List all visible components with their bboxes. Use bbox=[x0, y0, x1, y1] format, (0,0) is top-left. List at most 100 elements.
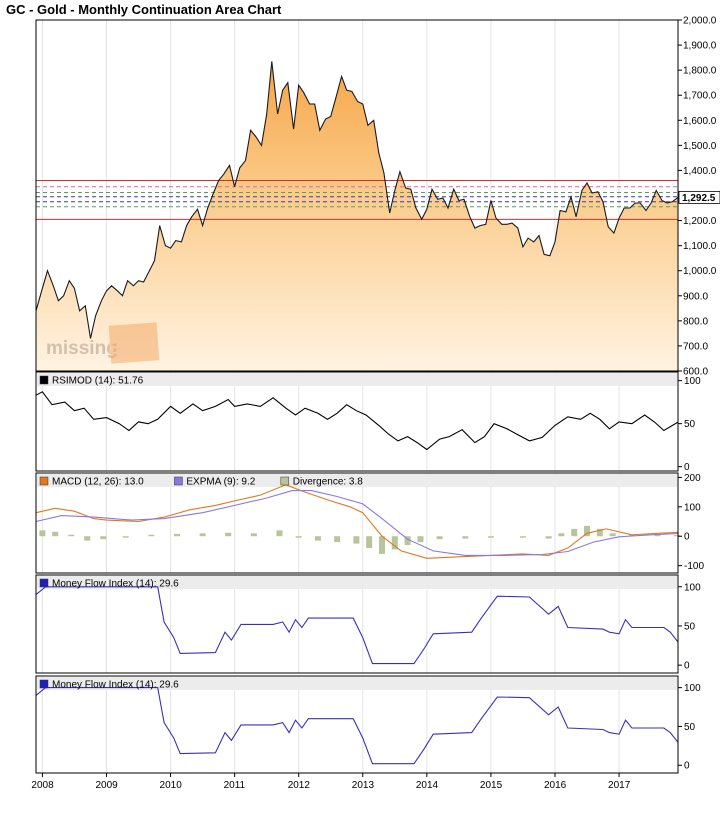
watermark-text-step: STEP bbox=[108, 338, 158, 359]
x-tick-label: 2017 bbox=[608, 780, 631, 791]
divergence-bar bbox=[571, 528, 578, 537]
x-tick-label: 2011 bbox=[224, 780, 246, 791]
divergence-bar bbox=[122, 536, 129, 538]
rsi-legend-label: RSIMOD (14): 51.76 bbox=[52, 376, 144, 387]
mfi2-legend-strip bbox=[37, 677, 677, 690]
money-flow-panel-2: Money Flow Index (14): 29.6 100 50 0 bbox=[35, 675, 701, 774]
divergence-bar bbox=[225, 532, 232, 537]
macd-ytick-label: 0 bbox=[684, 532, 690, 543]
divergence-bar bbox=[596, 528, 603, 537]
divergence-bar bbox=[462, 536, 469, 539]
macd-legend-swatch bbox=[174, 476, 183, 486]
divergence-bar bbox=[148, 534, 155, 537]
mfi1-legend-strip bbox=[37, 576, 677, 589]
macd-legend-label: EXPMA (9): 9.2 bbox=[186, 477, 255, 488]
price-ytick-label: 700.0 bbox=[683, 341, 708, 352]
macd-series-line bbox=[35, 484, 679, 559]
rsi-ytick-label: 100 bbox=[684, 376, 701, 387]
price-ytick-label: 1,200.0 bbox=[683, 216, 717, 227]
price-ytick-label: 1,600.0 bbox=[683, 116, 717, 127]
money-flow-panel-1: Money Flow Index (14): 29.6 100 50 0 bbox=[35, 574, 701, 674]
mfi2-ytick-label: 50 bbox=[684, 722, 696, 733]
price-series-line bbox=[35, 61, 679, 339]
mfi2-ytick-label: 100 bbox=[684, 683, 701, 694]
divergence-bar bbox=[609, 533, 616, 537]
divergence-bar bbox=[100, 536, 107, 540]
divergence-bar bbox=[276, 530, 283, 537]
rsi-legend-swatch bbox=[39, 375, 49, 385]
mfi1-series-line bbox=[35, 586, 679, 665]
divergence-bar bbox=[519, 536, 526, 538]
x-tick-label: 2016 bbox=[544, 780, 567, 791]
price-ytick-label: 900.0 bbox=[683, 291, 708, 302]
mfi2-legend-label: Money Flow Index (14): 29.6 bbox=[52, 680, 179, 691]
macd-ytick-label: 100 bbox=[684, 502, 701, 513]
divergence-bar bbox=[250, 533, 257, 537]
watermark-text-missing: missing bbox=[46, 338, 118, 359]
price-ytick-label: 1,900.0 bbox=[683, 41, 717, 52]
mfi1-plot-background bbox=[36, 575, 678, 673]
mfi1-ytick-label: 0 bbox=[684, 661, 690, 672]
macd-panel: MACD (12, 26): 13.0 EXPMA (9): 9.2 Diverge… bbox=[35, 472, 704, 574]
rsi-panel: RSIMOD (14): 51.76 100 50 0 bbox=[35, 371, 701, 473]
divergence-bar bbox=[417, 536, 424, 543]
rsi-plot-border bbox=[35, 371, 679, 472]
macd-ytick-label: -100 bbox=[684, 561, 704, 572]
divergence-bar bbox=[173, 533, 180, 537]
divergence-bar bbox=[391, 536, 398, 550]
x-axis: 2008 2009 2010 2011 2012 2013 2014 2015 2016 2017 bbox=[31, 773, 631, 791]
divergence-bar bbox=[378, 536, 385, 554]
x-tick-label: 2010 bbox=[160, 780, 183, 791]
price-ytick-label: 800.0 bbox=[683, 316, 708, 327]
macd-plot-border bbox=[35, 472, 679, 574]
price-ytick-label: 1,500.0 bbox=[683, 141, 717, 152]
macd-legend-label: Divergence: 3.8 bbox=[293, 477, 363, 488]
mfi2-ytick-label: 0 bbox=[684, 761, 690, 772]
divergence-bar bbox=[68, 534, 75, 537]
last-price-badge bbox=[678, 190, 720, 204]
x-tick-label: 2014 bbox=[416, 780, 439, 791]
mfi2-plot-background bbox=[36, 676, 678, 773]
watermark-logo-box bbox=[108, 322, 160, 364]
macd-legend-strip bbox=[37, 474, 677, 487]
divergence-bar bbox=[295, 536, 302, 538]
divergence-bar bbox=[366, 536, 373, 548]
x-tick-label: 2013 bbox=[352, 780, 375, 791]
x-tick-label: 2015 bbox=[480, 780, 503, 791]
divergence-bar bbox=[404, 536, 411, 546]
mfi1-legend-label: Money Flow Index (14): 29.6 bbox=[52, 579, 179, 590]
mfi1-ytick-label: 100 bbox=[684, 582, 701, 593]
rsi-ytick-label: 0 bbox=[684, 462, 690, 473]
divergence-bar bbox=[584, 525, 591, 537]
divergence-bar bbox=[334, 536, 341, 543]
last-price-label: 1,292.5 bbox=[682, 193, 716, 204]
x-tick-label: 2008 bbox=[31, 780, 54, 791]
macd-series-line bbox=[35, 490, 679, 556]
price-ytick-label: 2,000.0 bbox=[683, 16, 717, 27]
rsi-series-line bbox=[35, 391, 679, 451]
divergence-bar bbox=[314, 536, 321, 541]
divergence-bar bbox=[487, 536, 494, 538]
macd-plot-background bbox=[36, 473, 678, 573]
macd-legend-swatch bbox=[39, 476, 49, 486]
x-tick-label: 2009 bbox=[95, 780, 118, 791]
mfi2-series-line bbox=[35, 687, 679, 765]
rsi-legend-strip bbox=[37, 373, 677, 386]
mfi1-ytick-label: 50 bbox=[684, 621, 696, 632]
mfi2-plot-border bbox=[35, 675, 679, 774]
mfi1-legend-swatch bbox=[39, 578, 49, 588]
divergence-bar bbox=[545, 536, 552, 539]
divergence-bar bbox=[558, 533, 565, 537]
divergence-bar bbox=[39, 530, 46, 537]
price-ytick-label: 1,400.0 bbox=[683, 166, 717, 177]
mfi1-plot-border bbox=[35, 574, 679, 674]
price-ytick-label: 1,000.0 bbox=[683, 266, 717, 277]
rsi-plot-background bbox=[36, 372, 678, 471]
divergence-bar bbox=[52, 531, 59, 537]
price-area-fill bbox=[36, 61, 678, 372]
macd-legend-label: MACD (12, 26): 13.0 bbox=[52, 477, 144, 488]
macd-ytick-label: 200 bbox=[684, 473, 701, 484]
price-ytick-label: 600.0 bbox=[683, 367, 708, 378]
divergence-bar bbox=[84, 536, 91, 541]
